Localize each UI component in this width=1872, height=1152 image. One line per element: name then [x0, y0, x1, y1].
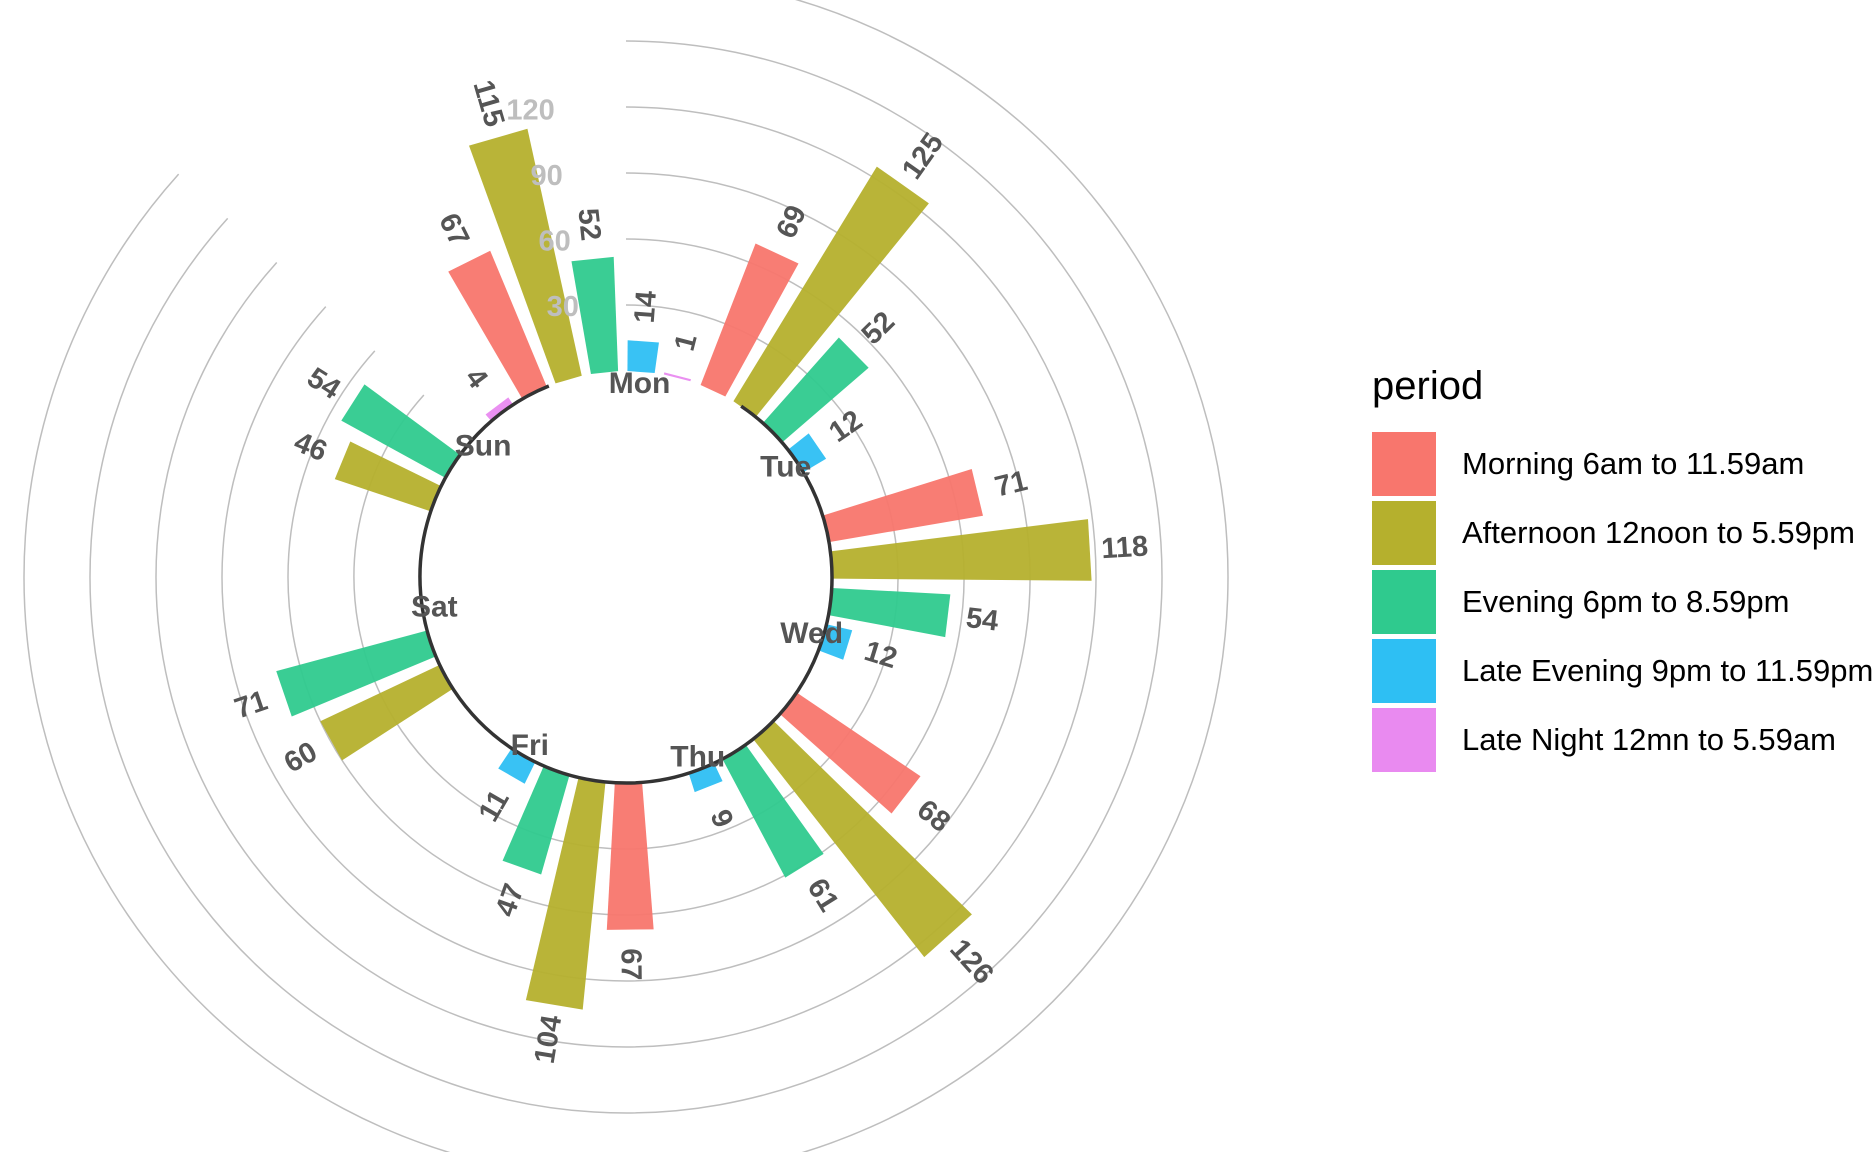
legend-label: Afternoon 12noon to 5.59pm — [1462, 514, 1855, 550]
bar — [779, 692, 921, 814]
value-label: 52 — [571, 207, 606, 242]
bar — [627, 340, 659, 373]
day-label: Fri — [511, 729, 549, 762]
value-label: 67 — [614, 948, 646, 981]
bar — [753, 720, 972, 958]
bar — [502, 765, 570, 875]
day-label: Mon — [609, 367, 671, 400]
bar — [722, 744, 824, 878]
legend-swatch — [1372, 707, 1436, 772]
bar — [485, 397, 514, 422]
value-label: 71 — [231, 685, 272, 726]
bar — [700, 243, 799, 397]
bar — [818, 624, 853, 660]
value-label: 118 — [1100, 531, 1149, 566]
day-labels: Mon Tue Wed Thu Fri Sat Sun — [411, 367, 843, 774]
bar — [822, 469, 983, 543]
legend-title: period — [1372, 364, 1484, 408]
radial-tick-label: 120 — [506, 95, 554, 127]
bar — [733, 166, 929, 417]
value-label: 126 — [943, 933, 999, 990]
value-label: 1 — [669, 331, 704, 355]
grid-circle — [287, 238, 965, 916]
value-label: 67 — [432, 208, 475, 251]
day-label: Tue — [760, 450, 811, 483]
legend-swatch — [1372, 569, 1436, 634]
bar — [606, 782, 654, 930]
legend-label: Morning 6am to 11.59am — [1462, 445, 1805, 481]
value-label: 12 — [861, 635, 901, 675]
baseline-arc — [418, 384, 834, 785]
day-label: Thu — [670, 741, 725, 774]
value-label: 61 — [801, 873, 845, 917]
legend-item: Late Evening 9pm to 11.59pm — [1372, 636, 1872, 705]
grid-circle — [353, 304, 899, 850]
bar — [663, 372, 692, 382]
value-label: 104 — [529, 1013, 569, 1066]
value-label: 47 — [490, 880, 531, 921]
value-label: 115 — [467, 77, 511, 131]
legend: period Morning 6am to 11.59am Afternoon 1… — [1372, 364, 1872, 774]
legend-swatch — [1372, 638, 1436, 703]
legend-label: Late Night 12mn to 5.59am — [1462, 721, 1836, 757]
bar — [341, 384, 461, 478]
bar — [762, 337, 869, 443]
radial-tick-labels: 30 60 90 120 — [506, 95, 579, 324]
grid-circle — [221, 172, 1031, 982]
inner-baseline-arc — [418, 384, 834, 785]
value-label: 46 — [289, 426, 331, 468]
value-label: 69 — [770, 201, 813, 244]
bar — [830, 519, 1092, 581]
value-label: 52 — [856, 306, 901, 351]
legend-item: Morning 6am to 11.59am — [1372, 429, 1872, 498]
value-label: 54 — [964, 602, 1000, 638]
bar — [276, 630, 436, 717]
value-label: 60 — [279, 736, 323, 780]
grid-circle — [155, 106, 1097, 1048]
legend-label: Evening 6pm to 8.59pm — [1462, 583, 1790, 619]
bar — [448, 250, 547, 399]
bars — [276, 128, 1092, 1010]
radial-grid — [23, 0, 1229, 1152]
bar — [828, 587, 951, 638]
radial-tick-label: 90 — [530, 160, 562, 192]
value-label: 11 — [473, 785, 516, 828]
day-label: Wed — [780, 617, 843, 650]
grid-circle — [23, 0, 1229, 1152]
legend-swatch — [1372, 431, 1436, 496]
legend-item: Evening 6pm to 8.59pm — [1372, 567, 1872, 636]
day-label: Sat — [411, 590, 458, 623]
bar — [571, 256, 619, 375]
value-label: 68 — [911, 794, 956, 839]
bar — [525, 777, 606, 1010]
radial-tick-label: 60 — [539, 226, 571, 258]
legend-label: Late Evening 9pm to 11.59pm — [1462, 652, 1872, 688]
value-label: 71 — [992, 465, 1031, 504]
bar — [334, 441, 442, 512]
value-label: 9 — [703, 805, 739, 832]
legend-item: Late Night 12mn to 5.59am — [1372, 705, 1872, 774]
legend-item: Afternoon 12noon to 5.59pm — [1372, 498, 1872, 567]
value-label: 4 — [459, 362, 494, 394]
grid-circle — [89, 40, 1163, 1114]
radial-tick-label: 30 — [547, 291, 579, 323]
value-label: 125 — [896, 127, 950, 185]
bar — [320, 664, 453, 761]
day-label: Sun — [455, 429, 512, 462]
value-label: 14 — [629, 290, 663, 325]
legend-swatch — [1372, 500, 1436, 565]
bar — [469, 128, 582, 384]
